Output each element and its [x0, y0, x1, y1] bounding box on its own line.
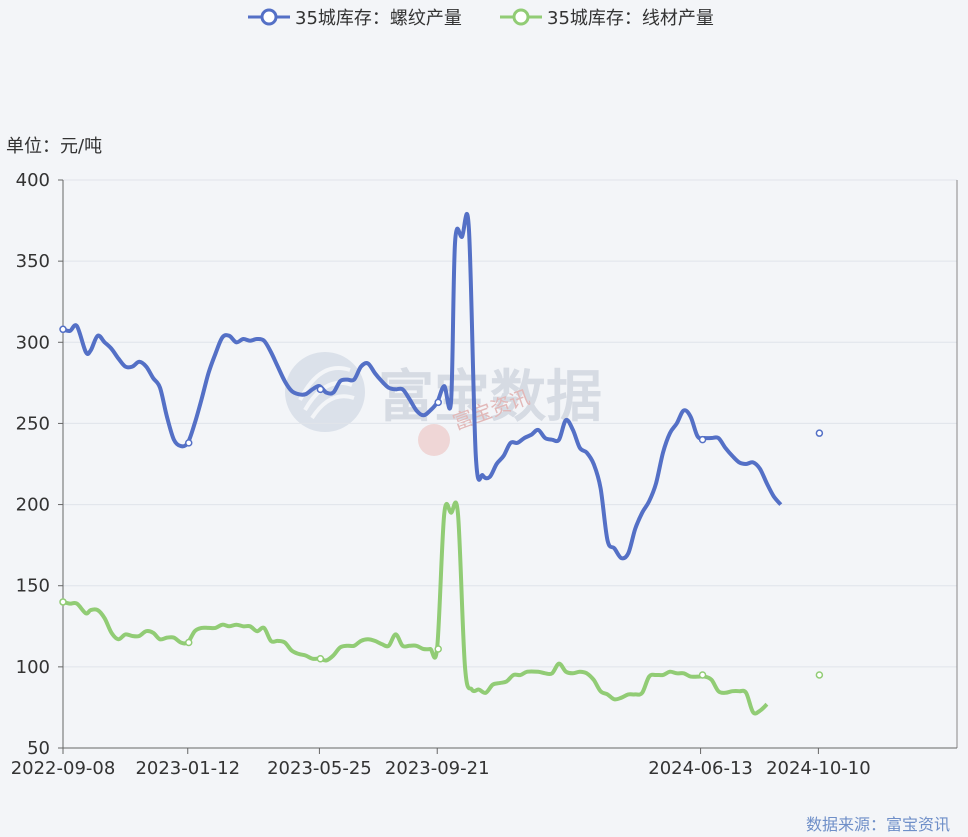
legend-label-1[interactable]: 35城库存：螺纹产量: [295, 8, 462, 29]
unit-label: 单位：元/吨: [6, 136, 102, 157]
series-2-point: [184, 638, 193, 647]
x-tick-label: 2023-01-12: [135, 758, 240, 779]
series-2-point: [434, 645, 442, 653]
series-line-2: [62, 500, 769, 716]
legend[interactable]: 35城库存：螺纹产量 35城库存：线材产量: [248, 8, 714, 29]
series-1-point: [59, 325, 67, 334]
x-tick-label: 2024-10-10: [766, 758, 871, 779]
series-lines: [59, 211, 824, 716]
y-tick-label: 50: [27, 738, 50, 759]
x-tick-label: 2024-06-13: [648, 758, 753, 779]
y-tick-label: 300: [16, 332, 50, 353]
x-tick-label: 2023-05-25: [267, 758, 372, 779]
y-tick-label: 200: [16, 495, 50, 516]
grid-lines: [63, 179, 957, 668]
source-text: 数据来源：富宝资讯: [806, 815, 950, 834]
axes: [58, 179, 958, 749]
series-2-point: [815, 671, 824, 679]
series-1-point: [698, 435, 707, 444]
series-1-point: [316, 385, 325, 394]
y-tick-label: 100: [16, 657, 50, 678]
y-tick-label: 350: [16, 251, 50, 272]
y-tick-label: 250: [16, 413, 50, 434]
legend-marker-1: [260, 8, 278, 26]
x-tick-label: 2022-09-08: [11, 758, 116, 779]
x-axis-ticks: 2022-09-08 2023-01-12 2023-05-25 2023-09-21…: [11, 748, 871, 779]
series-2-point: [698, 671, 707, 679]
x-tick-label: 2023-09-21: [385, 758, 490, 779]
y-axis-ticks: 50 100 150 200 250 300 350 400: [16, 170, 50, 759]
series-line-1: [62, 211, 783, 561]
series-1-point: [184, 439, 193, 447]
series-2-point: [316, 654, 325, 663]
y-tick-label: 150: [16, 576, 50, 597]
legend-label-2[interactable]: 35城库存：线材产量: [547, 8, 714, 29]
y-tick-label: 400: [16, 170, 50, 191]
legend-marker-2: [512, 8, 530, 26]
series-1-point: [434, 398, 442, 407]
series-1-point: [815, 429, 824, 437]
series-2-point: [59, 598, 67, 606]
watermark-small-logo-icon: [418, 424, 450, 456]
